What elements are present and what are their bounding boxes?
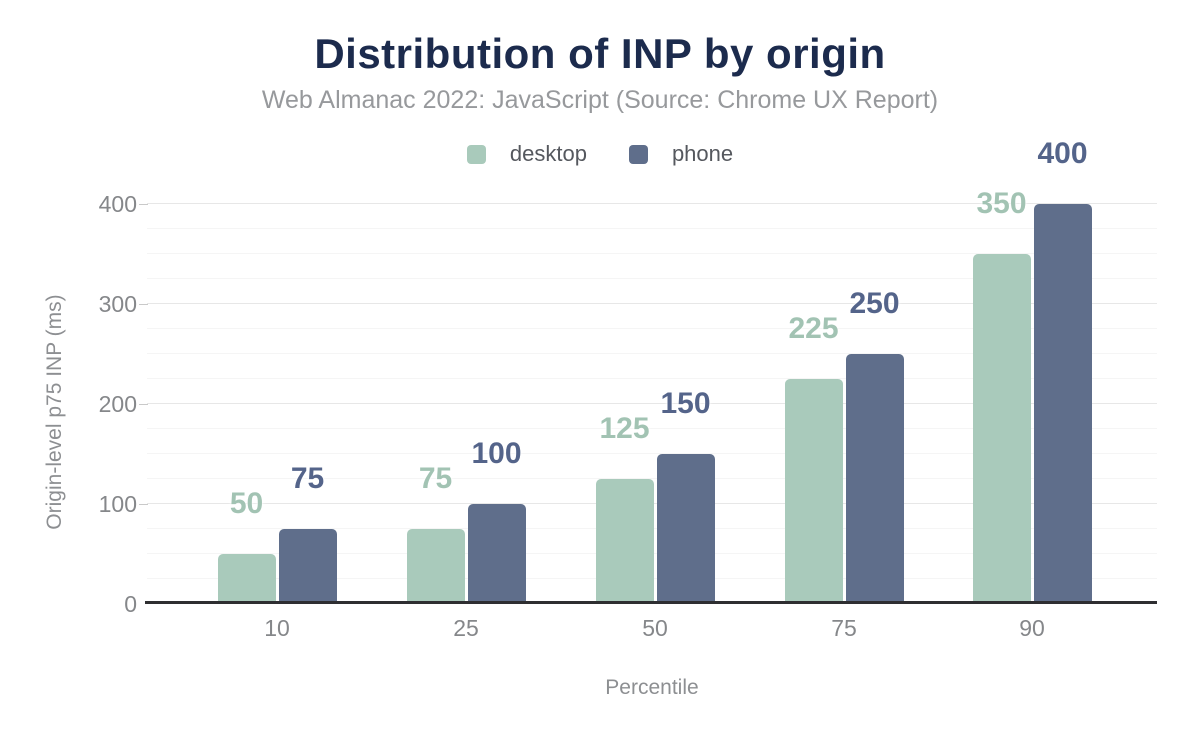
- y-tick-mark: [139, 504, 148, 505]
- y-tick-label: 300: [98, 291, 137, 317]
- phone-swatch-icon: [628, 144, 648, 164]
- legend-item-desktop: desktop: [466, 141, 587, 167]
- y-tick-label: 400: [98, 191, 137, 217]
- y-tick-label: 0: [124, 591, 137, 617]
- bar-phone-p50: [656, 454, 715, 604]
- y-tick-mark: [139, 204, 148, 205]
- bar-value-label-desktop-p25: 75: [418, 462, 453, 495]
- bar-desktop-p90: [972, 254, 1031, 604]
- minor-gridline: [147, 428, 1157, 429]
- bar-phone-p10: [278, 529, 337, 604]
- chart-title: Distribution of INP by origin: [314, 30, 886, 77]
- bar-value-label-phone-p90: 400: [1037, 137, 1088, 170]
- y-tick-mark: [139, 304, 148, 305]
- bar-value-label-phone-p50: 150: [660, 387, 711, 420]
- y-tick-label: 100: [98, 491, 137, 517]
- major-gridline: [147, 303, 1157, 304]
- x-tick-label: 25: [453, 615, 479, 641]
- bar-desktop-p75: [784, 379, 843, 604]
- minor-gridline: [147, 278, 1157, 279]
- bar-desktop-p25: [406, 529, 465, 604]
- bar-phone-p25: [467, 504, 526, 604]
- bar-value-label-phone-p10: 75: [290, 462, 325, 495]
- bar-value-label-desktop-p50: 125: [599, 412, 650, 445]
- minor-gridline: [147, 378, 1157, 379]
- minor-gridline: [147, 253, 1157, 254]
- legend-label-phone: phone: [671, 141, 734, 166]
- x-tick-label: 10: [264, 615, 290, 641]
- bar-phone-p75: [845, 354, 904, 604]
- y-tick-label: 200: [98, 391, 137, 417]
- chart-subtitle: Web Almanac 2022: JavaScript (Source: Ch…: [261, 86, 939, 114]
- bar-value-label-desktop-p75: 225: [788, 312, 839, 345]
- major-gridline: [147, 203, 1157, 204]
- minor-gridline: [147, 328, 1157, 329]
- minor-gridline: [147, 478, 1157, 479]
- x-tick-label: 50: [642, 615, 668, 641]
- x-tick-label: 75: [831, 615, 857, 641]
- bar-value-label-desktop-p90: 350: [976, 187, 1027, 220]
- plot-area: 50 75 125 225 350 75 100 150 250 400: [145, 137, 1157, 604]
- y-tick-mark: [139, 404, 148, 405]
- x-axis-line: [145, 601, 1157, 604]
- minor-gridline: [147, 453, 1157, 454]
- minor-gridline: [147, 228, 1157, 229]
- bar-phone-p90: [1033, 204, 1092, 604]
- x-axis-title: Percentile: [605, 676, 699, 699]
- bar-value-label-desktop-p10: 50: [229, 487, 264, 520]
- minor-gridline: [147, 353, 1157, 354]
- legend-label-desktop: desktop: [509, 141, 587, 166]
- desktop-swatch-icon: [466, 144, 486, 164]
- bar-desktop-p50: [595, 479, 654, 604]
- bar-value-label-phone-p25: 100: [471, 437, 522, 470]
- major-gridline: [147, 403, 1157, 404]
- x-tick-label: 90: [1019, 615, 1045, 641]
- legend-item-phone: phone: [628, 141, 734, 167]
- bar-desktop-p10: [217, 554, 276, 604]
- legend: desktop phone: [0, 141, 1200, 167]
- bar-value-label-phone-p75: 250: [849, 287, 900, 320]
